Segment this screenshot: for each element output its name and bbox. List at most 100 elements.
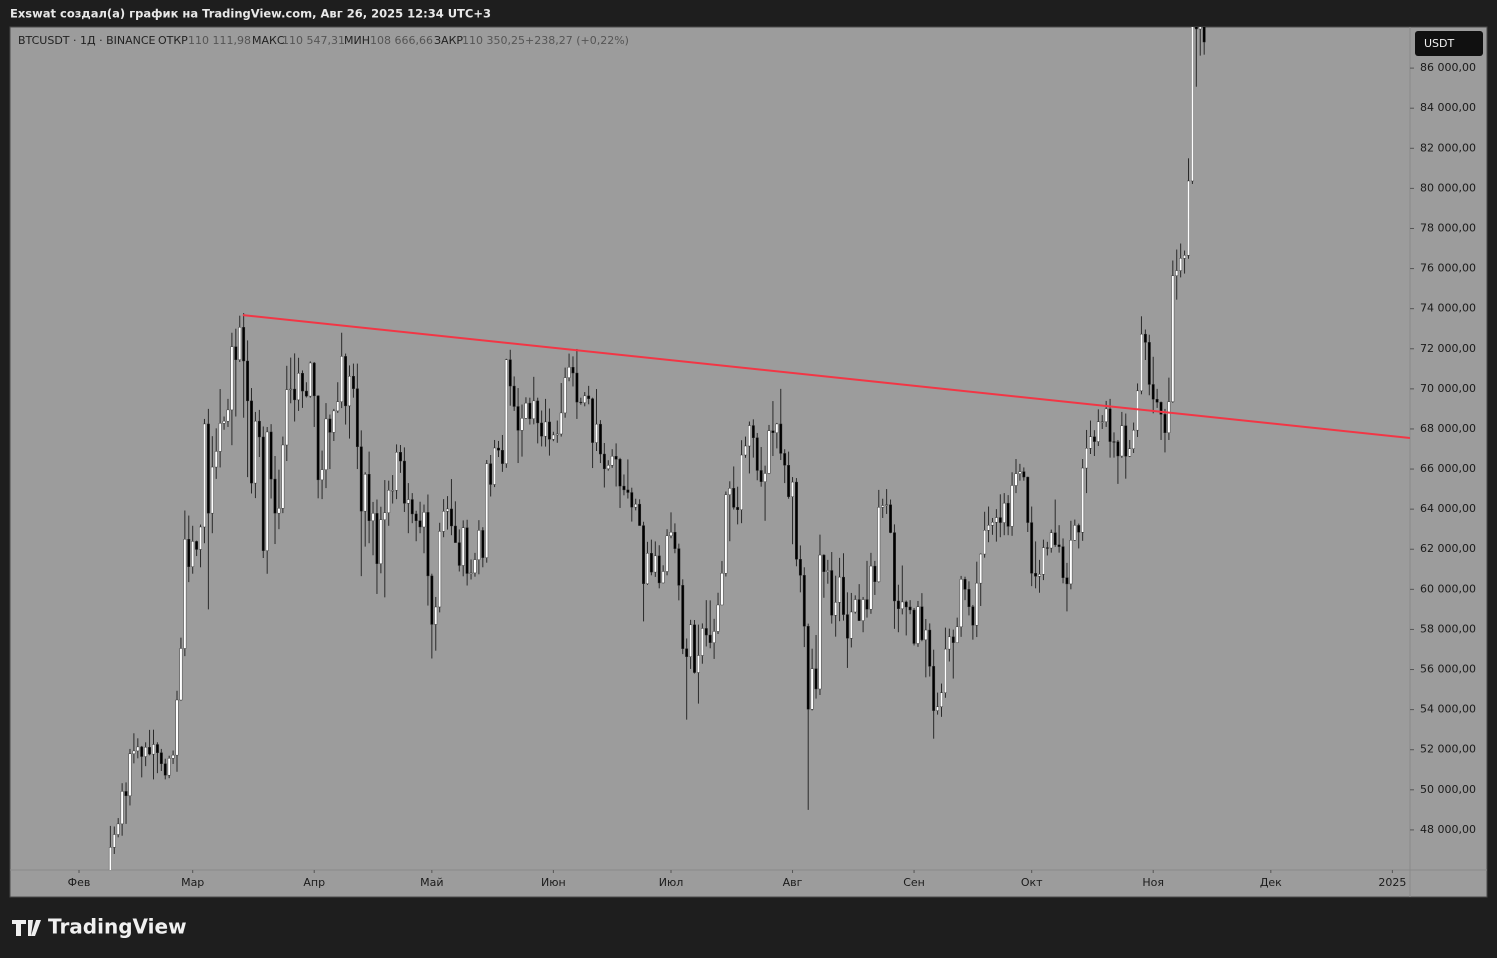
candle-body [238,327,242,360]
candle-body [301,373,304,392]
candle-body [1194,27,1198,30]
candle-body [1030,522,1034,574]
candle-body [810,668,814,710]
candle-body [250,400,253,484]
candle-body [277,508,281,514]
candle-body [881,505,885,508]
candle-body [257,420,261,438]
candle-body [414,513,418,521]
candle-body [348,376,351,407]
candle-body [171,754,175,759]
candle-body [363,474,367,512]
x-tick-label: Сен [903,876,925,889]
candle-body [371,513,375,521]
candle-body [665,535,669,572]
candle-body [783,453,787,466]
candle-body [579,401,583,404]
candle-body [697,655,700,673]
candles [108,27,1410,870]
candle-body [450,508,453,527]
candle-body [1140,333,1143,392]
candle-body [340,356,344,402]
candle-body [708,634,712,643]
candle-body [457,542,461,566]
candle-body [916,606,920,644]
y-tick-label: 50 000,00 [1420,783,1476,796]
candle-body [830,570,834,616]
candle-body [677,548,681,586]
candle-body [747,425,751,447]
candle-body [622,485,626,491]
candle-body [900,601,904,609]
candle-body [512,385,516,407]
candle-body [438,531,442,608]
candle-body [951,636,955,643]
candle-body [908,606,912,611]
y-tick-label: 72 000,00 [1420,342,1476,355]
candle-body [304,390,308,397]
candle-body [873,565,877,582]
candle-body [610,456,614,466]
candle-body [798,559,802,576]
low-label: МИН [344,34,370,47]
candle-body [1120,425,1124,457]
candle-body [163,763,167,776]
currency-badge [1415,31,1483,56]
x-tick-label: Мар [181,876,204,889]
candle-body [1198,27,1202,30]
candle-body [563,377,567,414]
candle-body [661,571,665,584]
candle-body [112,834,116,848]
candle-body [1057,544,1061,547]
candle-body [1045,547,1049,549]
candle-body [849,611,853,639]
candle-body [410,499,414,515]
candle-body [1006,502,1010,527]
candle-body [932,666,936,711]
candle-body [536,400,540,424]
y-tick-label: 78 000,00 [1420,221,1476,234]
candle-body [124,791,128,797]
candle-body [1116,441,1120,457]
candle-body [391,490,395,492]
candle-body [716,604,720,632]
candle-body [940,692,943,708]
candle-body [289,388,293,391]
candle-body [963,579,967,590]
candle-body [489,463,493,485]
candle-body [724,494,728,574]
candle-body [591,398,594,443]
candle-body [551,434,555,440]
candle-body [1175,270,1179,276]
candle-body [689,624,693,657]
candle-body [822,554,826,572]
candle-body [120,791,124,825]
candle-body [1014,473,1018,486]
candle-body [1202,27,1206,43]
candle-body [712,631,716,643]
candle-body [532,400,536,419]
candle-body [920,606,924,641]
candle-body [755,437,759,471]
candle-body [630,492,634,508]
candle-body [1042,547,1045,575]
candle-body [994,517,998,523]
candle-body [261,436,265,551]
candle-body [1073,525,1077,541]
candle-body [1061,546,1065,578]
candle-body [308,362,312,397]
y-tick-label: 64 000,00 [1420,502,1476,515]
candle-body [144,747,148,757]
candle-body [159,752,163,764]
y-tick-label: 68 000,00 [1420,422,1476,435]
y-tick-label: 84 000,00 [1420,101,1476,114]
candle-body [853,599,857,613]
candle-body [152,744,155,755]
candle-body [606,465,610,470]
candle-body [751,425,755,438]
candle-body [453,525,457,543]
candle-body [367,474,371,521]
y-tick-label: 62 000,00 [1420,542,1476,555]
candle-body [242,327,246,362]
